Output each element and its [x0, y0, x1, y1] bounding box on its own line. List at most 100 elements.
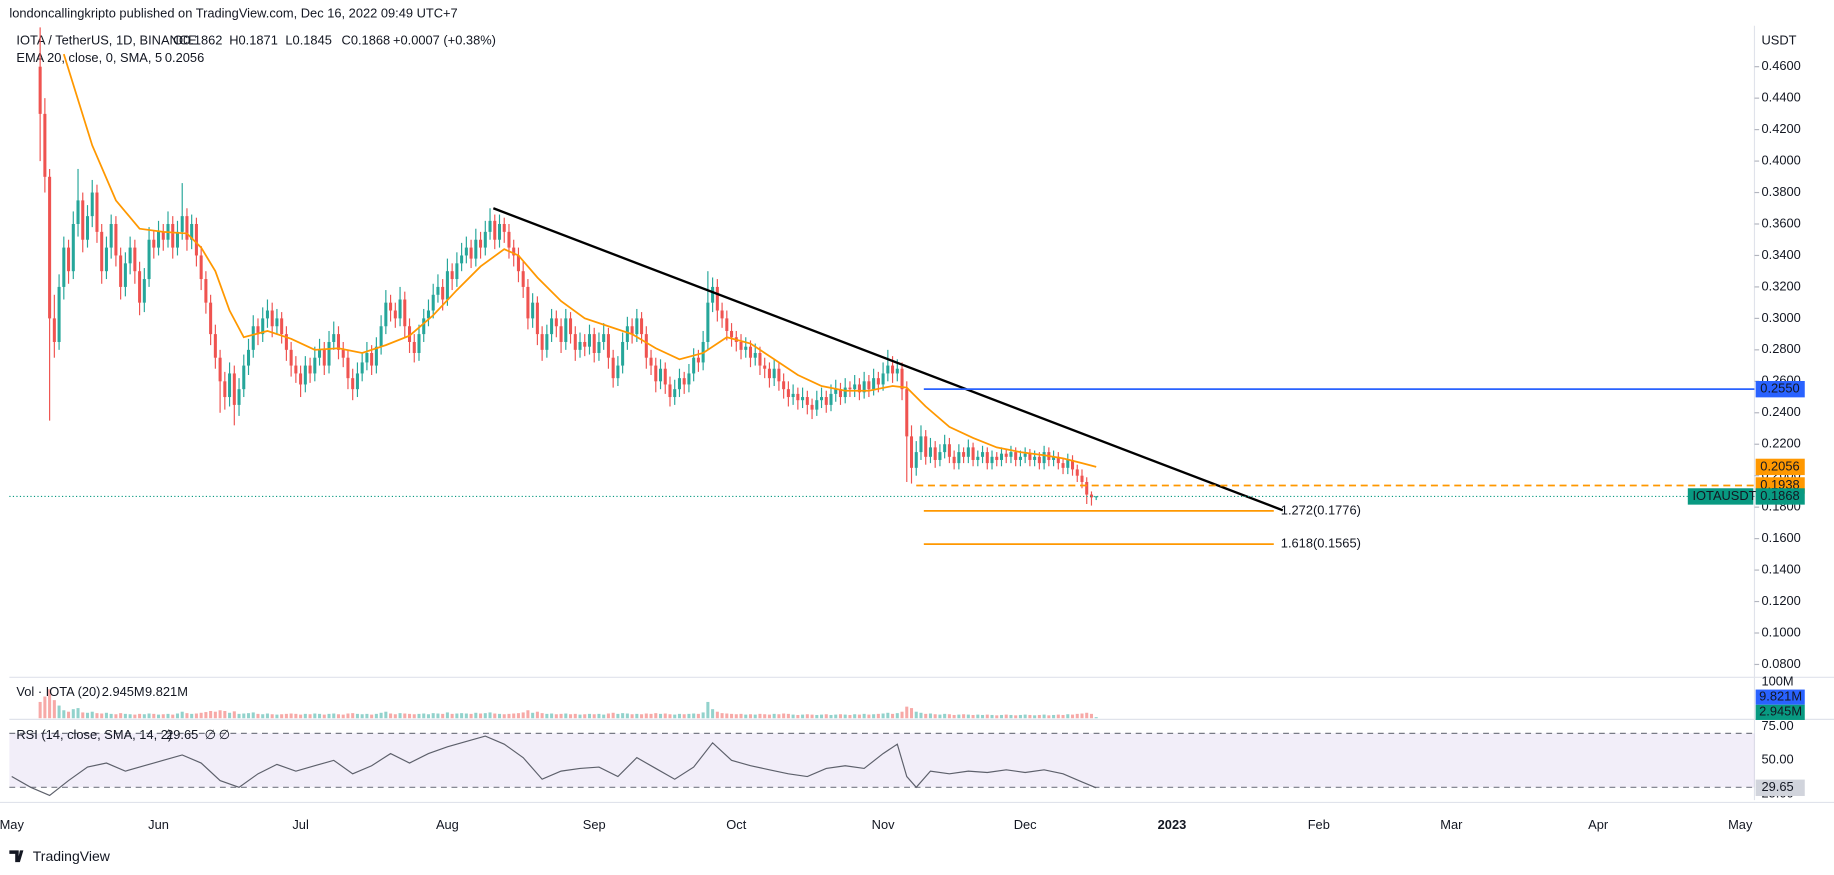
- candle-body: [573, 334, 577, 350]
- candle-body: [332, 334, 336, 342]
- candle-body: [905, 389, 909, 437]
- volume-bar: [824, 714, 828, 719]
- candle-body: [67, 247, 71, 272]
- candle-body: [649, 357, 653, 366]
- y-tick-label: 0.2400: [1761, 404, 1800, 419]
- volume-bar: [573, 713, 577, 719]
- volume-bar: [640, 714, 644, 719]
- volume-bar: [966, 714, 970, 719]
- candle-body: [336, 334, 341, 350]
- volume-bar: [1089, 713, 1093, 719]
- volume-bar: [213, 711, 217, 719]
- candle-body: [1014, 452, 1018, 460]
- volume-bar: [455, 713, 459, 719]
- volume-bar: [483, 713, 487, 719]
- candle-body: [857, 384, 861, 393]
- candle-body: [190, 223, 194, 240]
- volume-bar: [820, 714, 824, 719]
- volume-bar: [682, 714, 686, 719]
- candle-body: [412, 341, 416, 353]
- volume-bar: [981, 714, 985, 719]
- y-tick-label: 50.00: [1761, 752, 1793, 767]
- candle-body: [914, 452, 918, 468]
- candle-body: [654, 365, 658, 382]
- ema-tag-label: 0.2056: [1760, 458, 1799, 473]
- volume-bar: [85, 712, 90, 719]
- candles: [38, 27, 1098, 506]
- volume-bar: [180, 711, 184, 719]
- candle-body: [100, 231, 104, 272]
- volume-bar: [157, 714, 161, 719]
- volume-bar: [379, 712, 383, 719]
- y-tick-label: 0.4200: [1761, 121, 1800, 136]
- volume-bar: [318, 713, 322, 719]
- candle-body: [232, 373, 236, 405]
- volume-bar: [1028, 714, 1032, 719]
- candle-body: [720, 310, 724, 319]
- candle-body: [587, 334, 592, 347]
- volume-bar: [403, 713, 407, 719]
- volume-bar: [479, 713, 483, 719]
- candle-body: [928, 447, 932, 457]
- candle-body: [1052, 456, 1056, 460]
- volume-bar: [550, 713, 554, 719]
- candle-body: [924, 436, 928, 457]
- volume-bar: [938, 714, 942, 719]
- volume-bar: [881, 713, 885, 719]
- candle-body: [48, 176, 52, 319]
- candle-body: [384, 302, 388, 327]
- volume-bar: [677, 713, 681, 719]
- x-tick-label: Aug: [436, 817, 459, 832]
- candle-body: [1042, 452, 1046, 464]
- volume-bar: [602, 714, 606, 719]
- candle-body: [351, 378, 355, 390]
- volume-bar: [128, 714, 132, 719]
- volume-bar: [782, 713, 786, 719]
- y-tick-label: 0.1600: [1761, 530, 1800, 545]
- volume-bar: [720, 713, 724, 719]
- candle-body: [872, 378, 876, 390]
- volume-bar: [374, 713, 378, 719]
- candle-body: [952, 456, 956, 464]
- volume-bar: [872, 714, 876, 719]
- volume-tag: [1755, 704, 1805, 720]
- volume-bar: [507, 713, 511, 719]
- candle-body: [119, 255, 123, 287]
- volume-bar: [346, 713, 350, 719]
- volume-bar: [275, 714, 279, 719]
- candle-body: [1023, 453, 1027, 457]
- volume-bar: [365, 713, 369, 719]
- volume-bar: [554, 714, 558, 719]
- candle-body: [497, 223, 502, 240]
- volume-bar: [341, 714, 345, 719]
- candle-body: [758, 352, 762, 366]
- candle-body: [1028, 453, 1032, 460]
- rsi-legend-na: ∅: [219, 727, 230, 742]
- candle-body: [327, 341, 331, 366]
- candle-body: [1075, 469, 1079, 476]
- volume-bar: [109, 713, 113, 719]
- ema-tag: [1755, 458, 1805, 476]
- volume-bar: [976, 714, 980, 719]
- candle-body: [417, 334, 421, 353]
- candle-body: [81, 200, 85, 240]
- volume-tag: [1755, 689, 1805, 705]
- candle-body: [57, 286, 61, 342]
- volume-bar: [545, 713, 549, 719]
- volume-bar: [909, 708, 914, 719]
- volume-bar: [606, 713, 610, 719]
- candle-body: [687, 373, 691, 385]
- volume-bar: [526, 710, 530, 719]
- candle-body: [379, 326, 383, 347]
- volume-bar: [228, 712, 232, 719]
- volume-bar: [43, 696, 47, 719]
- candle-body: [767, 368, 771, 379]
- volume-bar: [100, 713, 104, 719]
- x-tick-label: 2023: [1158, 817, 1187, 832]
- candle-body: [341, 349, 345, 358]
- candle-body: [696, 357, 700, 363]
- volume-bar: [1023, 714, 1027, 719]
- candle-body: [867, 381, 871, 390]
- candle-body: [398, 299, 402, 319]
- candle-body: [507, 231, 511, 248]
